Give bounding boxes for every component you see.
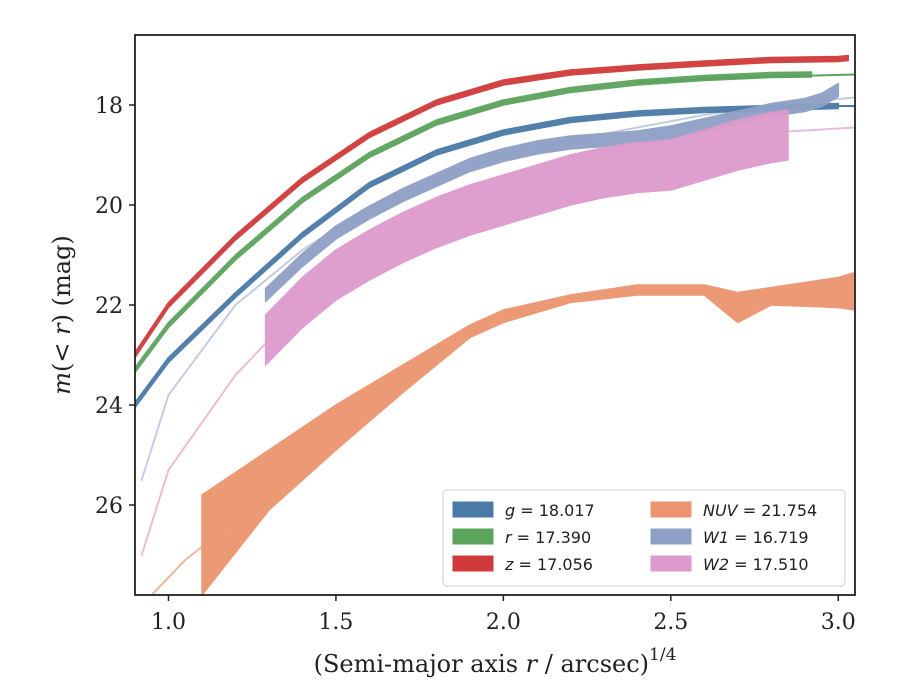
legend-label-r: r = 17.390	[505, 528, 591, 547]
x-tick-label: 3.0	[821, 610, 856, 635]
legend-swatch-nuv	[650, 501, 692, 518]
data-band-z	[135, 54, 850, 359]
x-tick-label: 1.5	[318, 610, 353, 635]
data-band-w1	[264, 82, 840, 303]
legend-label-w2: W2 = 17.510	[703, 555, 809, 574]
legend-label-nuv: NUV = 21.754	[703, 501, 817, 520]
legend-swatch-r	[452, 528, 494, 545]
data-band-w2	[264, 109, 789, 366]
x-tick-label: 1.0	[151, 610, 186, 635]
data-band-nuv	[201, 271, 855, 595]
y-tick-label: 26	[95, 494, 123, 519]
plot-frame	[134, 34, 856, 596]
y-tick-label: 18	[95, 94, 123, 119]
y-tick-label: 24	[95, 394, 123, 419]
legend-swatch-w1	[650, 528, 692, 545]
x-tick-label: 2.5	[653, 610, 688, 635]
data-band-g	[135, 102, 840, 409]
legend-swatch-w2	[650, 555, 692, 572]
y-tick-label: 22	[95, 294, 123, 319]
data-bands-layer	[135, 54, 855, 595]
axes-layer: 1.0 1.5 2.0 2.5 3.0 18 20 22 24 26 (Semi-major axi…	[48, 34, 856, 678]
legend: g = 18.017 r = 17.390 z = 17.056 NUV = 21.7…	[442, 489, 846, 587]
x-tick-label: 2.0	[486, 610, 521, 635]
data-band-r	[135, 71, 813, 374]
y-axis-label: m(< r) (mag)	[48, 235, 76, 395]
legend-swatch-g	[452, 501, 494, 518]
legend-label-z: z = 17.056	[504, 555, 593, 574]
y-tick-label: 20	[95, 194, 123, 219]
x-axis-label: (Semi-major axis r / arcsec)1/4	[314, 645, 677, 678]
legend-label-g: g = 18.017	[505, 501, 595, 520]
legend-box	[442, 489, 846, 587]
legend-label-w1: W1 = 16.719	[703, 528, 809, 547]
legend-swatch-z	[452, 555, 494, 572]
